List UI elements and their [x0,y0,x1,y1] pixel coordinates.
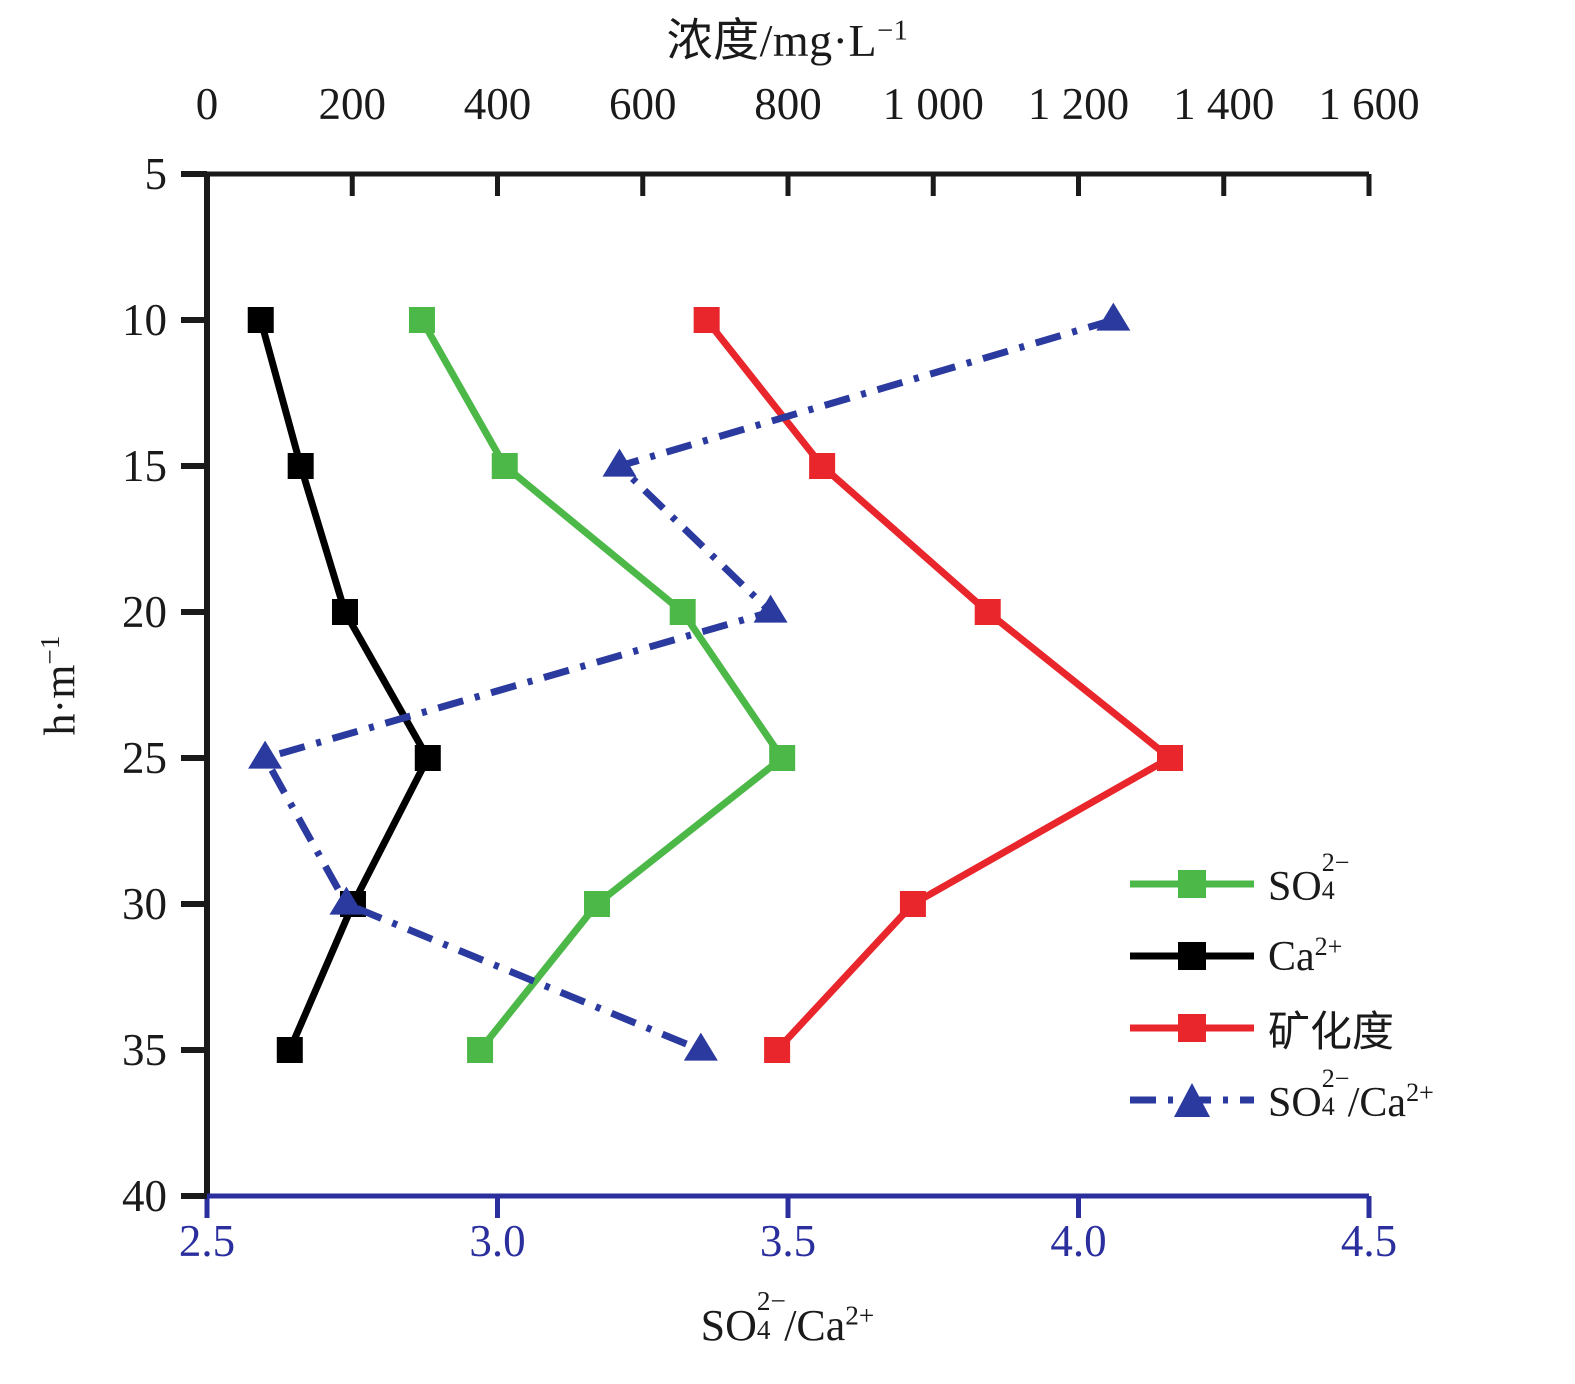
y-axis-tick-label: 30 [122,879,167,929]
top-axis-tick-label: 1 400 [1173,79,1275,129]
data-point-marker [693,307,720,333]
y-axis-tick-label: 5 [144,149,168,199]
bottom-axis-tick-label: 4.5 [1340,1216,1398,1266]
y-axis-tick-label: 15 [122,441,167,491]
legend-item-label: 矿化度 [1268,1009,1395,1056]
top-axis-tick-label: 400 [463,79,532,129]
y-axis-tick-label: 10 [122,295,167,345]
legend-item-label: Ca2+ [1268,931,1343,980]
legend-square-icon [1128,933,1256,979]
bottom-axis-tick-label: 4.0 [1050,1216,1107,1266]
data-point-marker [583,891,610,917]
data-point-marker [408,307,435,333]
data-point-marker [247,307,274,333]
bottom-axis-tick-label: 3.0 [469,1216,526,1266]
bottom-axis-label-charge: 2− 4 [756,1285,786,1346]
y-axis-tick-label: 25 [122,733,167,783]
data-point-marker [899,891,926,917]
bottom-axis-tick-label: 3.5 [759,1216,817,1266]
legend-item-label: SO 2− 4/Ca2+ [1268,1063,1434,1126]
data-point-marker [329,886,364,915]
legend: SO 2− 4 Ca2+ 矿化度 SO 2− 4/Ca2+ [1128,848,1568,1136]
legend-item[interactable]: SO 2− 4 [1128,848,1568,920]
top-axis-tick-labels: 0 200 400 600 800 1 000 1 200 1 400 1 600 [0,78,1575,134]
data-point-marker [287,453,314,479]
top-axis-tick-label: 0 [195,79,219,129]
data-point-marker [331,599,358,625]
top-axis-tick-label: 600 [609,79,677,129]
top-axis-tick-label: 1 600 [1318,79,1420,129]
top-axis-title: 浓度/mg·L−1 [0,4,1575,70]
data-point-marker [467,1037,494,1063]
bottom-axis-tick-label: 2.5 [178,1216,236,1266]
data-point-marker [809,453,836,479]
legend-triangle-icon [1128,1077,1256,1123]
series-line [261,316,1115,1054]
legend-square-icon [1128,861,1256,907]
data-point-marker [414,745,441,771]
legend-square-icon [1128,1005,1256,1051]
y-axis-tick-label: 20 [122,587,167,637]
data-point-marker [1157,745,1184,771]
data-point-marker [769,745,796,771]
top-axis-title-text: 浓度/mg·L [666,15,878,66]
y-axis-tick-label: 35 [122,1025,167,1075]
y-axis-tick-label: 40 [122,1171,167,1221]
data-point-marker [276,1037,303,1063]
bottom-axis-label-tail: /Ca [784,1301,846,1350]
series-line [257,319,432,1052]
top-axis-title-exponent: −1 [877,15,909,47]
top-axis-tick-label: 800 [754,79,822,129]
top-axis-tick-label: 200 [318,79,387,129]
bottom-axis-label-tail-charge: 2+ [845,1300,875,1331]
legend-item[interactable]: 矿化度 [1128,992,1568,1064]
data-point-marker [683,1032,718,1061]
series-line [418,318,786,1053]
top-axis-tick-label: 1 200 [1027,79,1130,129]
data-point-marker [974,599,1001,625]
top-axis-tick-label: 1 000 [882,79,984,129]
legend-item-label: SO 2− 4 [1268,847,1350,910]
data-point-marker [248,740,283,769]
data-point-marker [1096,302,1131,331]
data-point-marker [669,599,696,625]
legend-item[interactable]: SO 2− 4/Ca2+ [1128,1064,1568,1136]
bottom-axis-label-text: SO [700,1301,757,1350]
series-line [703,317,1174,1053]
data-point-marker [764,1037,791,1063]
bottom-axis-tick-labels: 2.5 3.0 3.5 4.0 4.5 [0,1215,1575,1275]
bottom-axis-label: SO 2− 4/Ca2+ [0,1285,1575,1351]
data-point-marker [491,453,518,479]
data-point-marker [602,448,637,477]
legend-item[interactable]: Ca2+ [1128,920,1568,992]
data-point-marker [753,594,788,623]
